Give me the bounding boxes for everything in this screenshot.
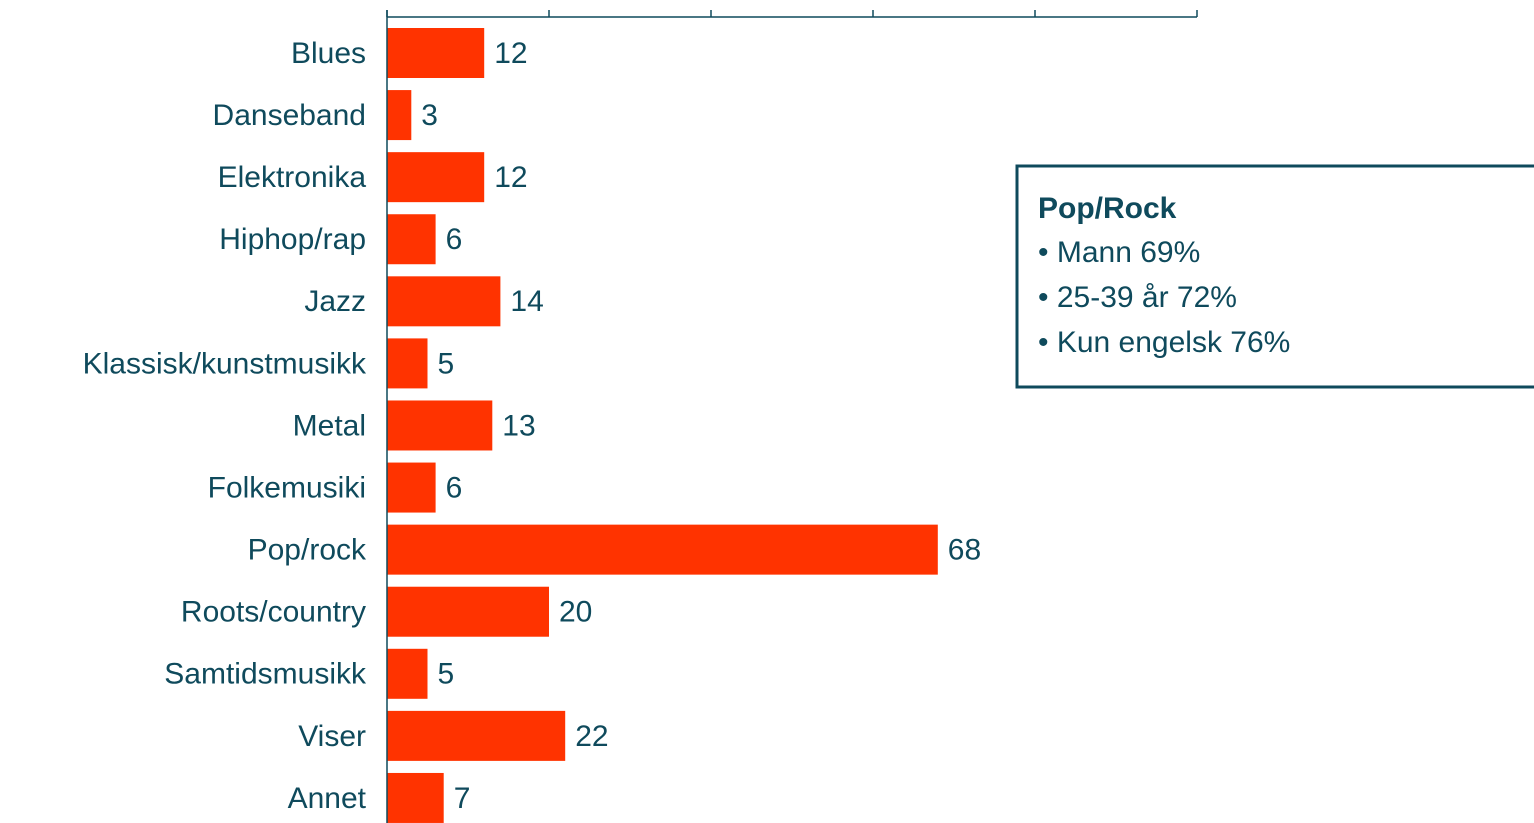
y-tick-label: Folkemusiki — [208, 471, 366, 504]
y-tick-label: Klassisk/kunstmusikk — [83, 347, 367, 380]
value-label: 22 — [575, 720, 608, 753]
bar — [387, 152, 485, 203]
bar — [387, 214, 436, 265]
bar — [387, 400, 493, 451]
value-label: 12 — [494, 161, 527, 194]
y-tick-label: Samtidsmusikk — [164, 658, 367, 691]
value-label: 7 — [454, 782, 471, 815]
annotation-line: • 25-39 år 72% — [1038, 281, 1237, 314]
bar — [387, 28, 485, 78]
y-tick-label: Roots/country — [181, 596, 366, 629]
bar — [387, 338, 428, 389]
y-tick-label: Viser — [298, 720, 366, 753]
annotation-title: Pop/Rock — [1038, 192, 1177, 225]
annotation-line: • Mann 69% — [1038, 236, 1200, 269]
value-label: 13 — [502, 409, 535, 442]
annotation-line: • Kun engelsk 76% — [1038, 326, 1290, 359]
y-tick-label: Pop/rock — [248, 534, 367, 567]
value-label: 20 — [559, 596, 592, 629]
bar — [387, 586, 549, 637]
value-label: 5 — [438, 347, 455, 380]
bar — [387, 648, 428, 699]
y-tick-label: Annet — [288, 782, 367, 815]
value-label: 3 — [421, 99, 438, 132]
annotation-box — [1015, 164, 1534, 389]
bar — [387, 710, 566, 761]
value-label: 14 — [510, 285, 543, 318]
value-label: 12 — [494, 37, 527, 70]
y-tick-label: Danseband — [213, 99, 366, 132]
bar — [387, 276, 501, 327]
value-label: 5 — [438, 658, 455, 691]
bar — [387, 462, 436, 513]
y-tick-label: Elektronika — [218, 161, 367, 194]
bar — [387, 524, 938, 575]
y-tick-label: Metal — [293, 409, 366, 442]
value-label: 68 — [948, 534, 981, 567]
y-tick-label: Blues — [291, 37, 366, 70]
bar — [387, 772, 444, 823]
value-label: 6 — [446, 223, 463, 256]
y-tick-label: Jazz — [304, 285, 366, 318]
value-label: 6 — [446, 471, 463, 504]
y-tick-label: Hiphop/rap — [219, 223, 366, 256]
bar — [387, 90, 412, 141]
